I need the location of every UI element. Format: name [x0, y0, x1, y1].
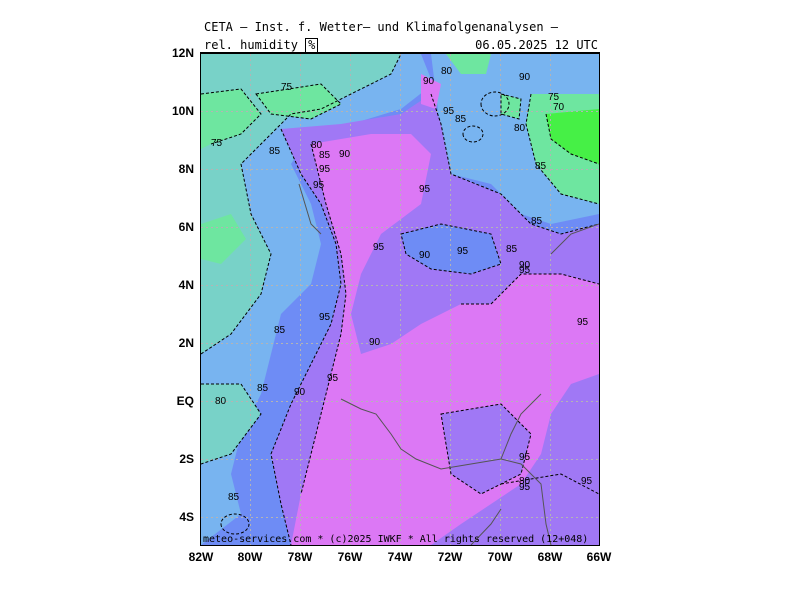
contour-label: 95 — [519, 482, 531, 493]
fill-ge95-east — [421, 74, 441, 109]
contour-label: 80 — [215, 396, 227, 407]
contour-label: 80 — [519, 476, 531, 487]
lon-tick-82w: 82W — [188, 550, 214, 564]
contour-label: 90 — [519, 260, 531, 271]
lon-tick-66w: 66W — [586, 550, 612, 564]
chart-title: CETA — Inst. f. Wetter— und Klimafolgena… — [204, 20, 559, 34]
contour-lines — [201, 54, 599, 545]
contour-label: 85 — [228, 492, 240, 503]
contour-label: 95 — [581, 476, 593, 487]
contour-label: 90 — [339, 149, 351, 160]
contour-label: 70 — [553, 102, 565, 113]
valid-datetime: 06.05.2025 12 UTC — [475, 38, 598, 52]
contour-label: 80 — [514, 123, 526, 134]
copyright-footer: meteo-services.com * (c)2025 IWKF * All … — [203, 534, 589, 545]
contour-label: 85 — [257, 383, 269, 394]
contour-label: 90 — [369, 337, 381, 348]
lon-tick-68w: 68W — [537, 550, 563, 564]
humidity-map: 75 90 95 80 90 85 75 70 75 85 80 85 90 9… — [200, 53, 600, 546]
map-canvas: 75 90 95 80 90 85 75 70 75 85 80 85 90 9… — [201, 54, 599, 545]
contour-label: 85 — [531, 216, 543, 227]
contour-label: 75 — [281, 82, 293, 93]
contour-label: 90 — [294, 387, 306, 398]
lon-tick-80w: 80W — [237, 550, 263, 564]
lon-tick-78w: 78W — [287, 550, 313, 564]
lat-tick-12n: 12N — [171, 46, 194, 60]
contour-label: 85 — [535, 161, 547, 172]
contour-label: 85 — [319, 150, 331, 161]
contour-label: 95 — [519, 452, 531, 463]
contour-label: 95 — [443, 106, 455, 117]
contour-label: 95 — [319, 164, 331, 175]
lat-tick-6n: 6N — [178, 220, 194, 234]
header-rule — [200, 52, 600, 53]
contour-label: 75 — [211, 138, 223, 149]
contour-label: 85 — [269, 146, 281, 157]
contour-label: 85 — [455, 114, 467, 125]
contour-label: 90 — [519, 72, 531, 83]
fill-70-75-west — [201, 84, 341, 264]
unit-box: % — [305, 38, 319, 53]
lat-tick-8n: 8N — [178, 162, 194, 176]
lat-tick-eq: EQ — [176, 394, 194, 408]
contour-label: 85 — [506, 244, 518, 255]
lon-tick-74w: 74W — [387, 550, 413, 564]
fill-90-95-south — [441, 404, 531, 494]
contour-label: 95 — [419, 184, 431, 195]
fill-70-75-nc — [446, 54, 521, 119]
parameter-name: rel. humidity — [204, 38, 298, 52]
contour-label: 80 — [441, 66, 453, 77]
lon-tick-76w: 76W — [337, 550, 363, 564]
contour-label: 85 — [274, 325, 286, 336]
fill-lt70-ne — [546, 109, 599, 164]
contour-label: 95 — [457, 246, 469, 257]
graticule — [201, 54, 599, 545]
contour-label: 75 — [548, 92, 560, 103]
fill-80-85-west — [201, 54, 433, 545]
country-borders — [298, 183, 599, 545]
lat-tick-10n: 10N — [171, 104, 194, 118]
fill-75-80-sw — [201, 384, 261, 464]
contour-label: 95 — [327, 373, 339, 384]
lat-tick-4n: 4N — [178, 278, 194, 292]
lon-tick-70w: 70W — [487, 550, 513, 564]
contour-label: 95 — [373, 242, 385, 253]
parameter-label: rel. humidity % — [204, 38, 319, 53]
lat-tick-4s: 4S — [179, 510, 194, 524]
contour-label: 95 — [313, 180, 325, 191]
contour-label: 80 — [311, 140, 323, 151]
contour-label: 95 — [519, 265, 531, 276]
contour-label: 95 — [577, 317, 589, 328]
lat-tick-2n: 2N — [178, 336, 194, 350]
lat-tick-2s: 2S — [179, 452, 194, 466]
contour-label: 90 — [423, 76, 435, 87]
lon-tick-72w: 72W — [437, 550, 463, 564]
contour-labels: 75 90 95 80 90 85 75 70 75 85 80 85 90 9… — [211, 66, 593, 503]
contour-label: 90 — [419, 250, 431, 261]
contour-label: 95 — [319, 312, 331, 323]
